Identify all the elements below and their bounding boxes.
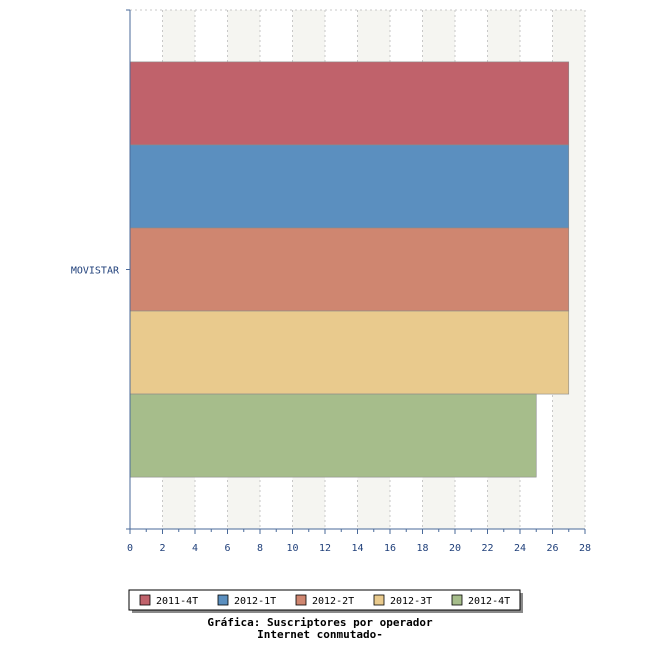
caption-line-2: Internet conmutado- [257, 628, 383, 641]
legend-label: 2012-3T [390, 596, 432, 607]
x-tick-label: 8 [257, 543, 263, 554]
x-tick-label: 10 [286, 543, 298, 554]
x-tick-label: 26 [546, 543, 558, 554]
legend-label: 2012-2T [312, 596, 354, 607]
x-tick-label: 4 [192, 543, 198, 554]
bar-2012-3T [129, 310, 570, 395]
x-tick-label: 16 [384, 543, 396, 554]
category-label: MOVISTAR [71, 266, 120, 277]
bar-2011-4T [129, 61, 570, 146]
legend-swatch [451, 594, 463, 606]
x-tick-label: 2 [159, 543, 165, 554]
legend-label: 2012-1T [234, 596, 276, 607]
x-tick-label: 22 [481, 543, 493, 554]
legend-swatch [373, 594, 385, 606]
x-tick-label: 6 [224, 543, 230, 554]
legend-label: 2011-4T [156, 596, 198, 607]
x-axis-ticks: 0 2 4 6 8 10 12 14 16 18 20 22 24 26 28 [127, 529, 591, 554]
legend-swatch [139, 594, 151, 606]
x-tick-label: 14 [351, 543, 363, 554]
bar-2012-2T [129, 227, 570, 312]
x-tick-label: 18 [416, 543, 428, 554]
bars [129, 61, 570, 478]
x-tick-label: 20 [449, 543, 461, 554]
x-tick-label: 28 [579, 543, 591, 554]
x-tick-label: 24 [514, 543, 526, 554]
bar-2012-1T [129, 144, 570, 229]
x-tick-label: 0 [127, 543, 133, 554]
x-tick-label: 12 [319, 543, 331, 554]
bar-2012-4T [129, 393, 537, 478]
legend-label: 2012-4T [468, 596, 510, 607]
category-labels: MOVISTAR [71, 266, 130, 277]
caption-line-1: Gráfica: Suscriptores por operador [207, 616, 433, 629]
legend: 2011-4T 2012-1T 2012-2T 2012-3T 2012-4T [128, 589, 523, 613]
legend-swatch [295, 594, 307, 606]
legend-swatch [217, 594, 229, 606]
chart-caption: Gráfica: Suscriptores por operador Inter… [120, 617, 520, 641]
